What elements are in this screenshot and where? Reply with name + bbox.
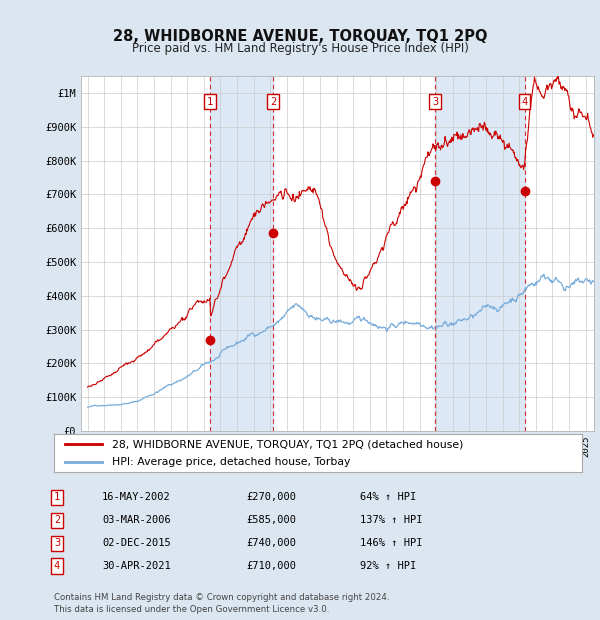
Text: 30-APR-2021: 30-APR-2021	[102, 561, 171, 571]
Text: 146% ↑ HPI: 146% ↑ HPI	[360, 538, 422, 548]
Text: £585,000: £585,000	[246, 515, 296, 525]
Text: 28, WHIDBORNE AVENUE, TORQUAY, TQ1 2PQ (detached house): 28, WHIDBORNE AVENUE, TORQUAY, TQ1 2PQ (…	[112, 440, 463, 450]
Text: 92% ↑ HPI: 92% ↑ HPI	[360, 561, 416, 571]
Text: 2: 2	[270, 97, 276, 107]
Text: 137% ↑ HPI: 137% ↑ HPI	[360, 515, 422, 525]
Text: 3: 3	[54, 538, 60, 548]
Text: 28, WHIDBORNE AVENUE, TORQUAY, TQ1 2PQ: 28, WHIDBORNE AVENUE, TORQUAY, TQ1 2PQ	[113, 29, 487, 44]
Bar	[210, 76, 273, 431]
Text: 02-DEC-2015: 02-DEC-2015	[102, 538, 171, 548]
Text: Price paid vs. HM Land Registry's House Price Index (HPI): Price paid vs. HM Land Registry's House …	[131, 43, 469, 55]
Text: 64% ↑ HPI: 64% ↑ HPI	[360, 492, 416, 502]
Text: 3: 3	[432, 97, 438, 107]
Text: £710,000: £710,000	[246, 561, 296, 571]
Text: 4: 4	[54, 561, 60, 571]
Text: 2: 2	[54, 515, 60, 525]
Text: 4: 4	[521, 97, 528, 107]
Bar	[435, 76, 525, 431]
Text: Contains HM Land Registry data © Crown copyright and database right 2024.
This d: Contains HM Land Registry data © Crown c…	[54, 593, 389, 614]
Text: £270,000: £270,000	[246, 492, 296, 502]
Text: £740,000: £740,000	[246, 538, 296, 548]
Text: HPI: Average price, detached house, Torbay: HPI: Average price, detached house, Torb…	[112, 457, 350, 467]
Text: 16-MAY-2002: 16-MAY-2002	[102, 492, 171, 502]
Text: 1: 1	[54, 492, 60, 502]
Text: 03-MAR-2006: 03-MAR-2006	[102, 515, 171, 525]
Text: 1: 1	[207, 97, 213, 107]
